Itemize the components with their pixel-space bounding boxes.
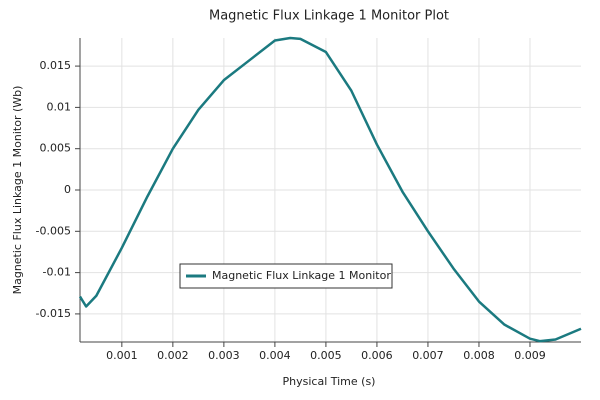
chart-title: Magnetic Flux Linkage 1 Monitor Plot [209, 9, 449, 24]
x-tick-label: 0.008 [463, 349, 495, 362]
x-tick-label: 0.001 [106, 349, 138, 362]
series-line [78, 36, 582, 343]
y-tick-label: 0 [64, 183, 71, 196]
x-tick-label: 0.006 [361, 349, 393, 362]
x-tick-label: 0.004 [259, 349, 291, 362]
x-tick-label: 0.002 [157, 349, 189, 362]
legend-box [179, 263, 393, 289]
y-tick-label: -0.005 [36, 224, 71, 237]
x-tick-label: 0.005 [310, 349, 342, 362]
y-tick-label: -0.01 [43, 266, 71, 279]
x-axis-label: Physical Time (s) [283, 375, 376, 388]
x-tick-label: 0.007 [412, 349, 444, 362]
y-tick-label: 0.015 [40, 59, 72, 72]
y-tick-label: 0.01 [47, 100, 72, 113]
y-tick-label: -0.015 [36, 307, 71, 320]
x-tick-label: 0.003 [208, 349, 240, 362]
x-tick-label: 0.009 [514, 349, 546, 362]
legend-label: Magnetic Flux Linkage 1 Monitor [212, 269, 391, 282]
y-tick-label: 0.005 [40, 142, 72, 155]
y-axis-label: Magnetic Flux Linkage 1 Monitor (Wb) [11, 86, 24, 295]
